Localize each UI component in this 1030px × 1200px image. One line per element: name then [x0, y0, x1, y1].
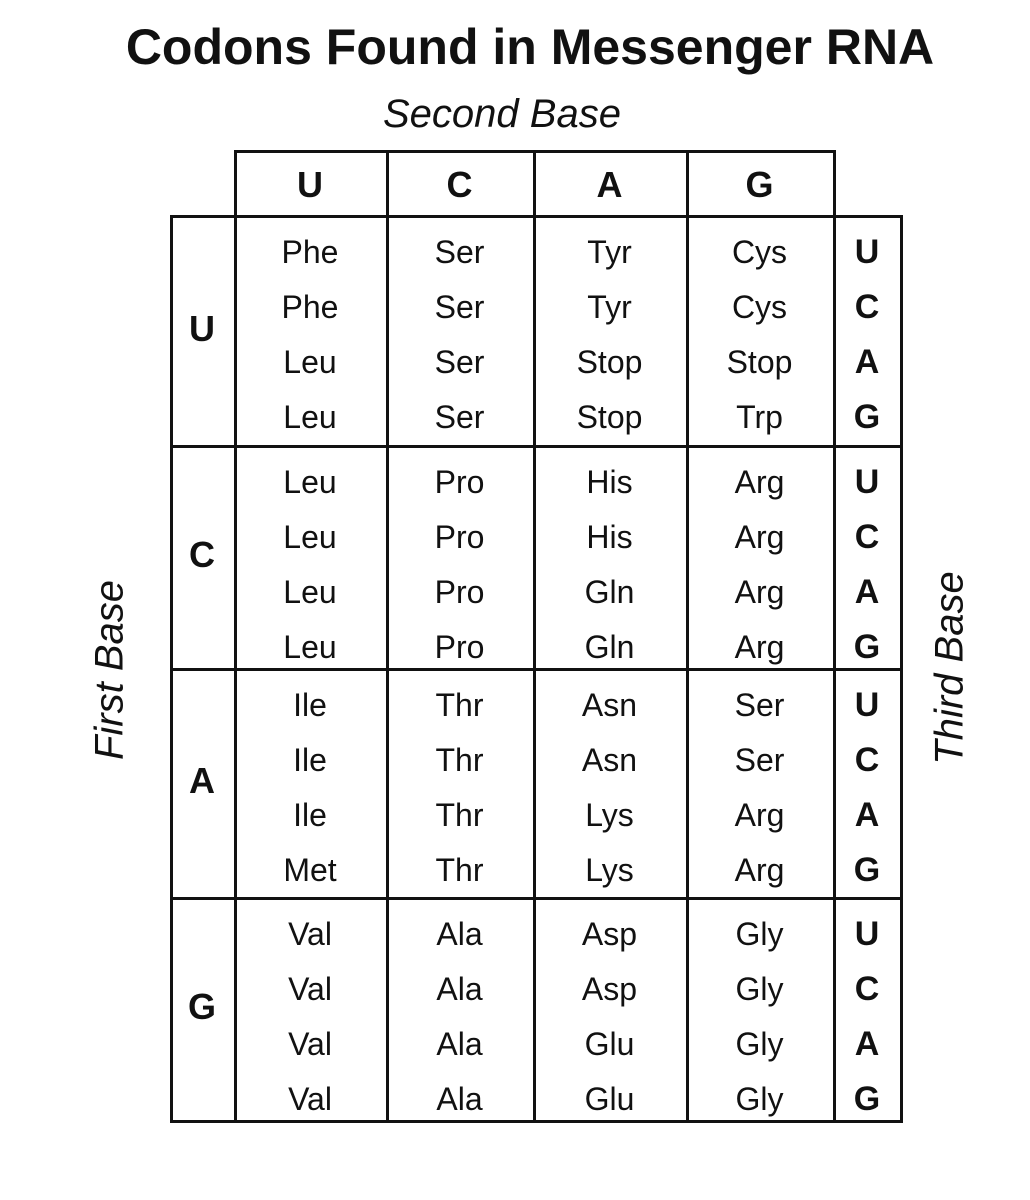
amino-acid: Gly — [735, 916, 784, 952]
amino-acid: Gly — [735, 1026, 784, 1062]
amino-acid: Leu — [283, 519, 337, 555]
third-base-2: A — [854, 796, 880, 834]
amino-acid: Thr — [435, 687, 484, 723]
amino-acid: Val — [288, 916, 332, 952]
amino-acid: Arg — [734, 852, 785, 888]
amino-acid: Cys — [731, 289, 788, 325]
third-base-0: U — [854, 463, 880, 501]
amino-acid: Ser — [434, 234, 485, 270]
amino-acid: Leu — [283, 629, 337, 665]
amino-acid: Pro — [434, 574, 485, 610]
amino-acid: Asp — [581, 916, 638, 952]
amino-acid: Phe — [281, 234, 339, 270]
amino-acid: Phe — [281, 289, 339, 325]
amino-acid: Lys — [585, 852, 634, 888]
amino-acid: Ile — [293, 742, 327, 778]
amino-acid: His — [586, 519, 633, 555]
amino-acid: Thr — [435, 742, 484, 778]
amino-acid: Glu — [584, 1081, 635, 1117]
second-base-1: C — [446, 164, 473, 205]
third-base-2: A — [854, 343, 880, 381]
second-base-0: U — [297, 164, 323, 205]
amino-acid: Ile — [293, 797, 327, 833]
amino-acid: Ser — [734, 687, 785, 723]
second-base-2: A — [596, 164, 623, 205]
first-base-2: A — [189, 760, 215, 801]
amino-acid: Leu — [283, 464, 337, 500]
third-base-3: G — [853, 1080, 881, 1118]
amino-acid: Ser — [434, 289, 485, 325]
amino-acid: Asn — [581, 742, 638, 778]
third-base-1: C — [854, 518, 880, 556]
first-base-0: U — [189, 307, 215, 349]
amino-acid: Gly — [735, 971, 784, 1007]
amino-acid: Gln — [584, 629, 635, 665]
second-base-label: Second Base — [383, 92, 621, 136]
amino-acid: Ile — [293, 687, 327, 723]
amino-acid: Leu — [283, 344, 337, 380]
amino-acid: Val — [288, 1081, 332, 1117]
third-base-0: U — [854, 686, 880, 724]
amino-acid: Arg — [734, 797, 785, 833]
first-base-label: First Base — [87, 579, 132, 761]
amino-acid: Arg — [734, 629, 785, 665]
amino-acid: Leu — [283, 574, 337, 610]
amino-acid: Leu — [283, 399, 337, 435]
amino-acid: Tyr — [587, 234, 632, 270]
amino-acid: Ser — [434, 344, 485, 380]
amino-acid: His — [586, 464, 633, 500]
amino-acid: Gly — [735, 1081, 784, 1117]
second-base-3: G — [745, 164, 774, 205]
first-base-3: G — [187, 986, 216, 1027]
amino-acid: Val — [288, 1026, 332, 1062]
third-base-label: Third Base — [927, 571, 972, 765]
third-base-0: U — [854, 233, 880, 271]
amino-acid: Ala — [436, 916, 483, 952]
amino-acid: Stop — [576, 399, 643, 435]
third-base-3: G — [853, 851, 881, 889]
codon-cell — [686, 897, 836, 1123]
amino-acid: Arg — [734, 519, 785, 555]
amino-acid: Ala — [436, 1081, 483, 1117]
amino-acid: Tyr — [587, 289, 632, 325]
third-base-3: G — [853, 398, 881, 436]
third-base-1: C — [854, 288, 880, 326]
first-base-1: C — [189, 534, 215, 575]
amino-acid: Arg — [734, 574, 785, 610]
amino-acid: Thr — [435, 852, 484, 888]
amino-acid: Val — [288, 971, 332, 1007]
amino-acid: Stop — [576, 344, 643, 380]
amino-acid: Thr — [435, 797, 484, 833]
amino-acid: Trp — [736, 399, 783, 435]
amino-acid: Glu — [584, 1026, 635, 1062]
amino-acid: Lys — [585, 797, 634, 833]
amino-acid: Pro — [434, 464, 485, 500]
third-base-2: A — [854, 1025, 880, 1063]
third-base-0: U — [854, 915, 880, 953]
amino-acid: Ser — [434, 399, 485, 435]
page-title: Codons Found in Messenger RNA — [125, 19, 935, 75]
amino-acid: Ser — [734, 742, 785, 778]
third-base-1: C — [854, 970, 880, 1008]
third-base-3: G — [853, 628, 881, 666]
third-base-2: A — [854, 573, 880, 611]
amino-acid: Asn — [581, 687, 638, 723]
amino-acid: Ala — [436, 971, 483, 1007]
amino-acid: Stop — [726, 344, 793, 380]
amino-acid: Pro — [434, 629, 485, 665]
amino-acid: Gln — [584, 574, 635, 610]
third-base-1: C — [854, 741, 880, 779]
amino-acid: Arg — [734, 464, 785, 500]
amino-acid: Ala — [436, 1026, 483, 1062]
amino-acid: Asp — [581, 971, 638, 1007]
amino-acid: Cys — [731, 234, 788, 270]
amino-acid: Pro — [434, 519, 485, 555]
amino-acid: Met — [283, 852, 337, 888]
